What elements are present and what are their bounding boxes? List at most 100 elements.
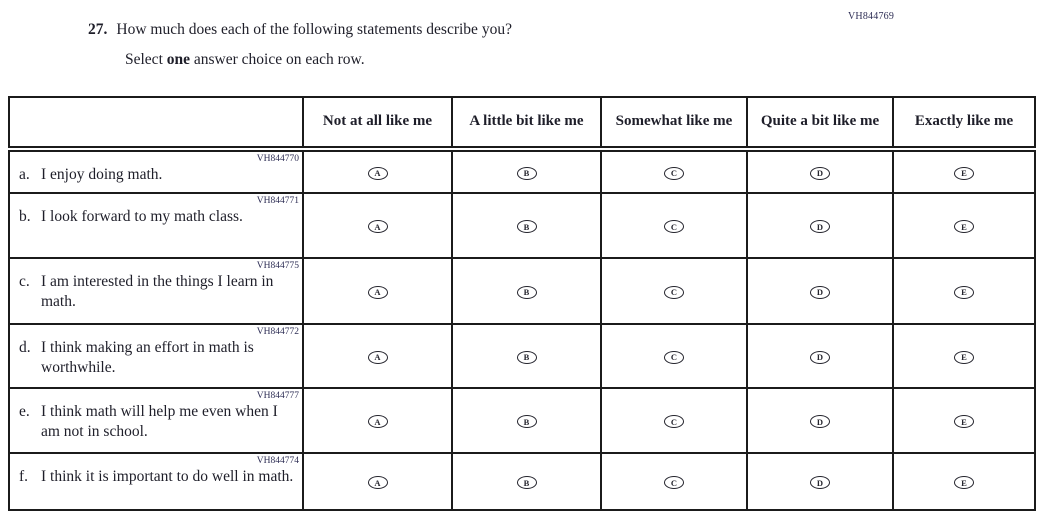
option-bubble-a[interactable]: A	[367, 166, 388, 180]
answer-cell: A	[302, 452, 453, 511]
answer-cell: B	[451, 192, 602, 259]
answer-cell: D	[746, 148, 894, 194]
option-bubble-e[interactable]: E	[954, 220, 974, 233]
answer-cell: E	[892, 257, 1036, 325]
answer-cell: D	[746, 452, 894, 511]
column-header-3: Somewhat like me	[600, 96, 748, 152]
instruction-bold-word: one	[166, 51, 190, 68]
answer-cell: A	[302, 148, 453, 194]
row-statement-text: I look forward to my math class.	[41, 208, 243, 226]
table-header-row: Not at all like me A little bit like me So…	[8, 96, 1036, 152]
row-statement-text: I think it is important to do well in ma…	[41, 468, 294, 486]
option-bubble-b[interactable]: B	[516, 285, 537, 299]
option-bubble-a[interactable]: A	[367, 285, 388, 299]
option-bubble-c[interactable]: C	[664, 415, 684, 428]
option-bubble-e[interactable]: E	[954, 166, 974, 180]
column-header-4: Quite a bit like me	[746, 96, 894, 152]
answer-cell: D	[746, 323, 894, 389]
row-letter-label: a.	[19, 166, 30, 184]
answer-cell: E	[892, 452, 1036, 511]
option-bubble-a[interactable]: A	[367, 220, 388, 233]
answer-cell: B	[451, 452, 602, 511]
table-row: VH844774 f. I think it is important to do …	[8, 452, 1036, 511]
option-bubble-a[interactable]: A	[367, 415, 388, 428]
option-bubble-b[interactable]: B	[516, 476, 537, 489]
option-bubble-d[interactable]: D	[810, 415, 830, 428]
row-letter-label: e.	[19, 403, 30, 421]
option-bubble-c[interactable]: C	[664, 350, 684, 364]
row-accession-code: VH844772	[256, 327, 299, 337]
table-row: VH844775 c. I am interested in the things …	[8, 257, 1036, 325]
option-bubble-b[interactable]: B	[516, 166, 537, 180]
answer-cell: A	[302, 257, 453, 325]
survey-grid-table: Not at all like me A little bit like me So…	[8, 96, 1036, 511]
table-row: VH844770 a. I enjoy doing math. A B C D E	[8, 148, 1036, 194]
option-bubble-d[interactable]: D	[810, 220, 830, 233]
row-accession-code: VH844771	[256, 196, 299, 206]
option-bubble-c[interactable]: C	[664, 476, 684, 489]
statement-cell: VH844772 d. I think making an effort in ma…	[8, 323, 304, 389]
question-number: 27.	[88, 21, 108, 38]
option-bubble-e[interactable]: E	[954, 350, 974, 364]
option-bubble-e[interactable]: E	[954, 476, 974, 489]
statement-cell: VH844770 a. I enjoy doing math.	[8, 148, 304, 194]
statement-cell: VH844774 f. I think it is important to do …	[8, 452, 304, 511]
answer-cell: A	[302, 323, 453, 389]
answer-cell: A	[302, 387, 453, 454]
option-bubble-d[interactable]: D	[810, 285, 830, 299]
question-line: 27. How much does each of the following s…	[88, 21, 512, 39]
option-bubble-d[interactable]: D	[810, 166, 830, 180]
question-text: How much does each of the following stat…	[116, 21, 512, 38]
answer-cell: C	[600, 323, 748, 389]
option-bubble-a[interactable]: A	[367, 476, 388, 489]
answer-cell: B	[451, 257, 602, 325]
statement-cell: VH844775 c. I am interested in the things …	[8, 257, 304, 325]
answer-cell: D	[746, 192, 894, 259]
page-accession-code: VH844769	[848, 11, 895, 22]
statement-header-cell-empty	[8, 96, 304, 152]
row-letter-label: b.	[19, 208, 31, 226]
row-letter-label: d.	[19, 339, 31, 357]
row-statement-text: I enjoy doing math.	[41, 166, 163, 184]
row-accession-code: VH844770	[256, 154, 299, 164]
table-row: VH844771 b. I look forward to my math clas…	[8, 192, 1036, 259]
instruction-prefix: Select	[125, 51, 167, 68]
answer-cell: D	[746, 387, 894, 454]
option-bubble-c[interactable]: C	[664, 166, 684, 180]
answer-cell: C	[600, 192, 748, 259]
row-accession-code: VH844774	[256, 456, 299, 466]
option-bubble-e[interactable]: E	[954, 285, 974, 299]
option-bubble-b[interactable]: B	[516, 415, 537, 428]
answer-cell: B	[451, 148, 602, 194]
option-bubble-d[interactable]: D	[810, 476, 830, 489]
statement-cell: VH844771 b. I look forward to my math clas…	[8, 192, 304, 259]
row-letter-label: c.	[19, 273, 30, 291]
option-bubble-a[interactable]: A	[367, 350, 388, 364]
answer-cell: E	[892, 323, 1036, 389]
option-bubble-d[interactable]: D	[810, 350, 830, 364]
answer-cell: C	[600, 257, 748, 325]
answer-cell: E	[892, 148, 1036, 194]
answer-cell: A	[302, 192, 453, 259]
answer-cell: B	[451, 323, 602, 389]
answer-cell: C	[600, 387, 748, 454]
row-statement-text: I think making an effort in math is wort…	[41, 339, 254, 377]
answer-cell: D	[746, 257, 894, 325]
answer-cell: E	[892, 192, 1036, 259]
answer-cell: E	[892, 387, 1036, 454]
option-bubble-b[interactable]: B	[516, 350, 537, 364]
option-bubble-c[interactable]: C	[664, 220, 684, 233]
row-letter-label: f.	[19, 468, 29, 486]
option-bubble-b[interactable]: B	[516, 220, 537, 233]
option-bubble-e[interactable]: E	[954, 415, 974, 428]
row-statement-text: I think math will help me even when I am…	[41, 403, 278, 441]
instruction-suffix: answer choice on each row.	[190, 51, 365, 68]
column-header-1: Not at all like me	[302, 96, 453, 152]
table-row: VH844777 e. I think math will help me even…	[8, 387, 1036, 454]
statement-cell: VH844777 e. I think math will help me even…	[8, 387, 304, 454]
option-bubble-c[interactable]: C	[664, 285, 684, 299]
row-accession-code: VH844777	[256, 391, 299, 401]
row-accession-code: VH844775	[256, 261, 299, 271]
column-header-2: A little bit like me	[451, 96, 602, 152]
